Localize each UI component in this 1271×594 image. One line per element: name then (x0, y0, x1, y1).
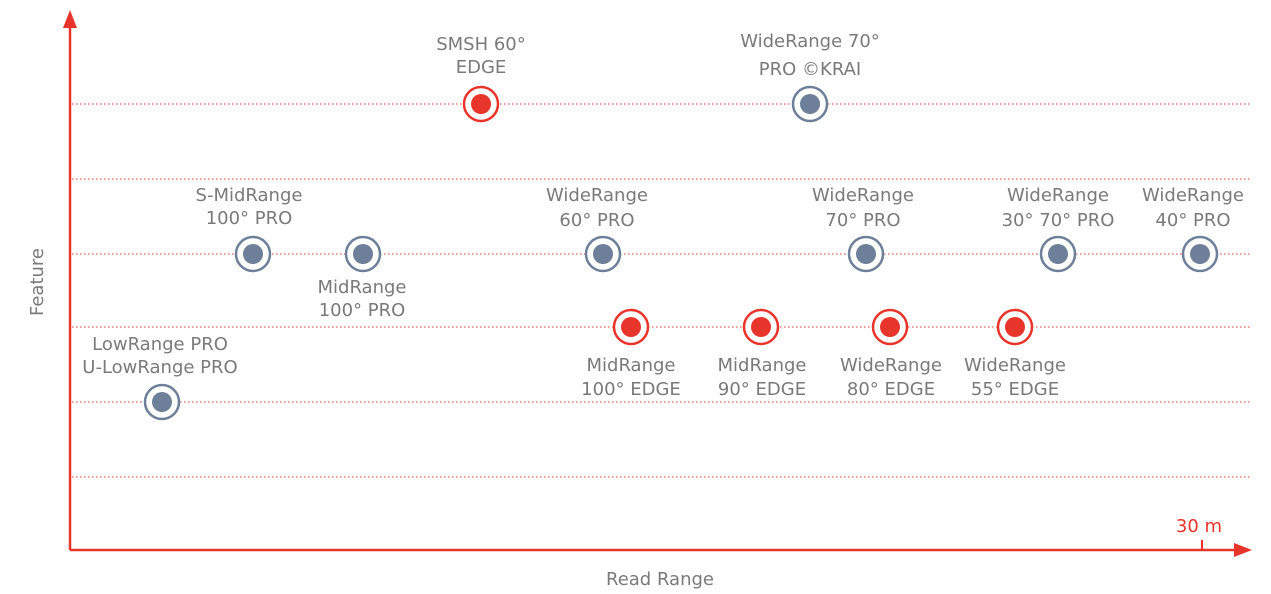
node-label: 60° PRO (559, 210, 634, 231)
node: WideRange 40° PRO (1142, 185, 1244, 273)
node: WideRange 55° EDGE (964, 308, 1066, 400)
x-arrow (1234, 543, 1252, 557)
node-label: 100° PRO (319, 300, 406, 321)
node-dot (800, 94, 820, 114)
node-label: 80° EDGE (847, 379, 935, 400)
nodes: SMSH 60°EDGE WideRange 70° PRO ©KRAI S-MidR… (82, 31, 1244, 421)
node-label: SMSH 60° (436, 34, 526, 55)
node-dot (243, 244, 263, 264)
node-label: WideRange (840, 355, 942, 376)
node-label: WideRange (546, 185, 648, 206)
y-arrow (63, 10, 77, 28)
node: SMSH 60°EDGE (436, 34, 526, 123)
node-label: 100° PRO (206, 208, 293, 229)
node-dot (1048, 244, 1068, 264)
node: WideRange 30° 70° PRO (1002, 185, 1115, 273)
node: WideRange 80° EDGE (840, 308, 942, 400)
node-label: U-LowRange PRO (82, 357, 237, 378)
node-label: MidRange (586, 355, 675, 376)
y-axis-label: Feature (27, 248, 48, 316)
node-dot (856, 244, 876, 264)
node-dot (751, 317, 771, 337)
node-label: 70° PRO (825, 210, 900, 231)
node-dot (1005, 317, 1025, 337)
node-label: WideRange (1007, 185, 1109, 206)
node-label: MidRange (717, 355, 806, 376)
node-label: PRO ©KRAI (759, 59, 861, 80)
node-dot (152, 392, 172, 412)
x-marker: 30 m (1176, 516, 1222, 537)
node-label: LowRange PRO (92, 334, 228, 355)
node: WideRange 70° PRO ©KRAI (740, 31, 880, 123)
node: MidRange 100° EDGE (581, 308, 681, 400)
node-label: WideRange (1142, 185, 1244, 206)
node-dot (593, 244, 613, 264)
node-label: 30° 70° PRO (1002, 210, 1115, 231)
node-dot (880, 317, 900, 337)
node-label: 100° EDGE (581, 379, 681, 400)
node-label: 90° EDGE (718, 379, 806, 400)
x-axis-label: Read Range (606, 569, 714, 590)
node-label: MidRange (317, 277, 406, 298)
node-label: 55° EDGE (971, 379, 1059, 400)
node-dot (621, 317, 641, 337)
node: WideRange 60° PRO (546, 185, 648, 273)
node-dot (353, 244, 373, 264)
node: MidRange 90° EDGE (717, 308, 807, 400)
node-dot (471, 94, 491, 114)
node-dot (1190, 244, 1210, 264)
node: WideRange 70° PRO (812, 185, 914, 273)
node-label: S-MidRange (196, 185, 303, 206)
node-label: EDGE (456, 57, 507, 78)
node-label: WideRange (964, 355, 1066, 376)
node-label: 40° PRO (1155, 210, 1230, 231)
node-label: WideRange (812, 185, 914, 206)
grid (72, 103, 1252, 478)
node-label: WideRange 70° (740, 31, 880, 52)
